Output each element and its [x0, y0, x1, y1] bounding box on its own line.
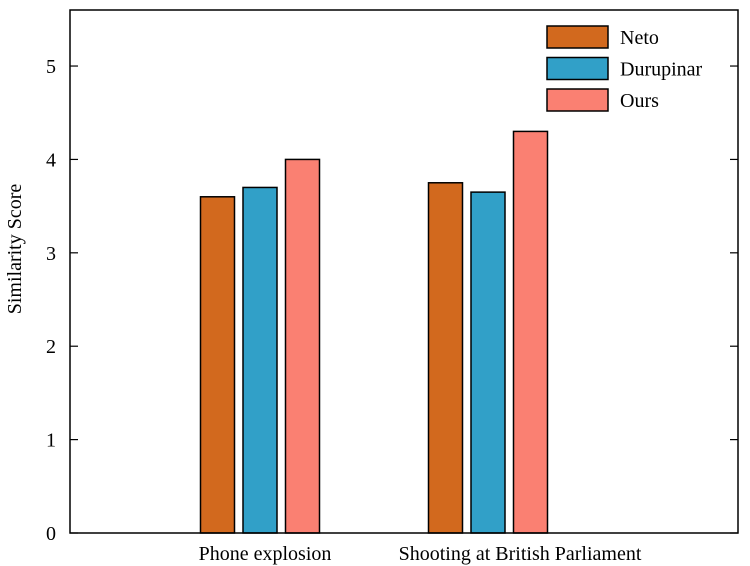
legend-label-durupinar: Durupinar: [620, 59, 703, 81]
legend-swatch-ours: [546, 88, 609, 112]
y-tick-label: 5: [46, 56, 56, 78]
x-category-label: Shooting at British Parliament: [399, 543, 642, 565]
legend-label-ours: Ours: [620, 90, 659, 112]
bar-durupinar-2: [470, 191, 506, 534]
bar-neto-1: [199, 196, 236, 534]
y-axis-label: Similarity Score: [4, 184, 26, 315]
y-tick-label: 2: [46, 336, 56, 358]
legend-swatch-neto: [546, 25, 609, 49]
x-axis-labels: Phone explosion Shooting at British Parli…: [199, 543, 642, 565]
x-category-label: Phone explosion: [199, 543, 332, 565]
y-tick-label: 4: [46, 149, 56, 171]
y-axis-ticks: 0 1 2 3 4 5: [46, 56, 738, 545]
bar-neto-2: [427, 182, 464, 534]
bar-durupinar-1: [242, 186, 278, 534]
legend: Neto Durupinar Ours: [546, 25, 703, 112]
legend-swatch-durupinar: [546, 56, 609, 81]
legend-label-neto: Neto: [620, 27, 659, 49]
y-tick-label: 0: [46, 523, 56, 545]
y-tick-label: 3: [46, 243, 56, 265]
plot-frame: [69, 9, 739, 534]
bar-ours-1: [284, 158, 321, 534]
y-tick-label: 1: [46, 430, 56, 452]
bars-group: [199, 130, 549, 534]
bar-ours-2: [512, 130, 549, 534]
